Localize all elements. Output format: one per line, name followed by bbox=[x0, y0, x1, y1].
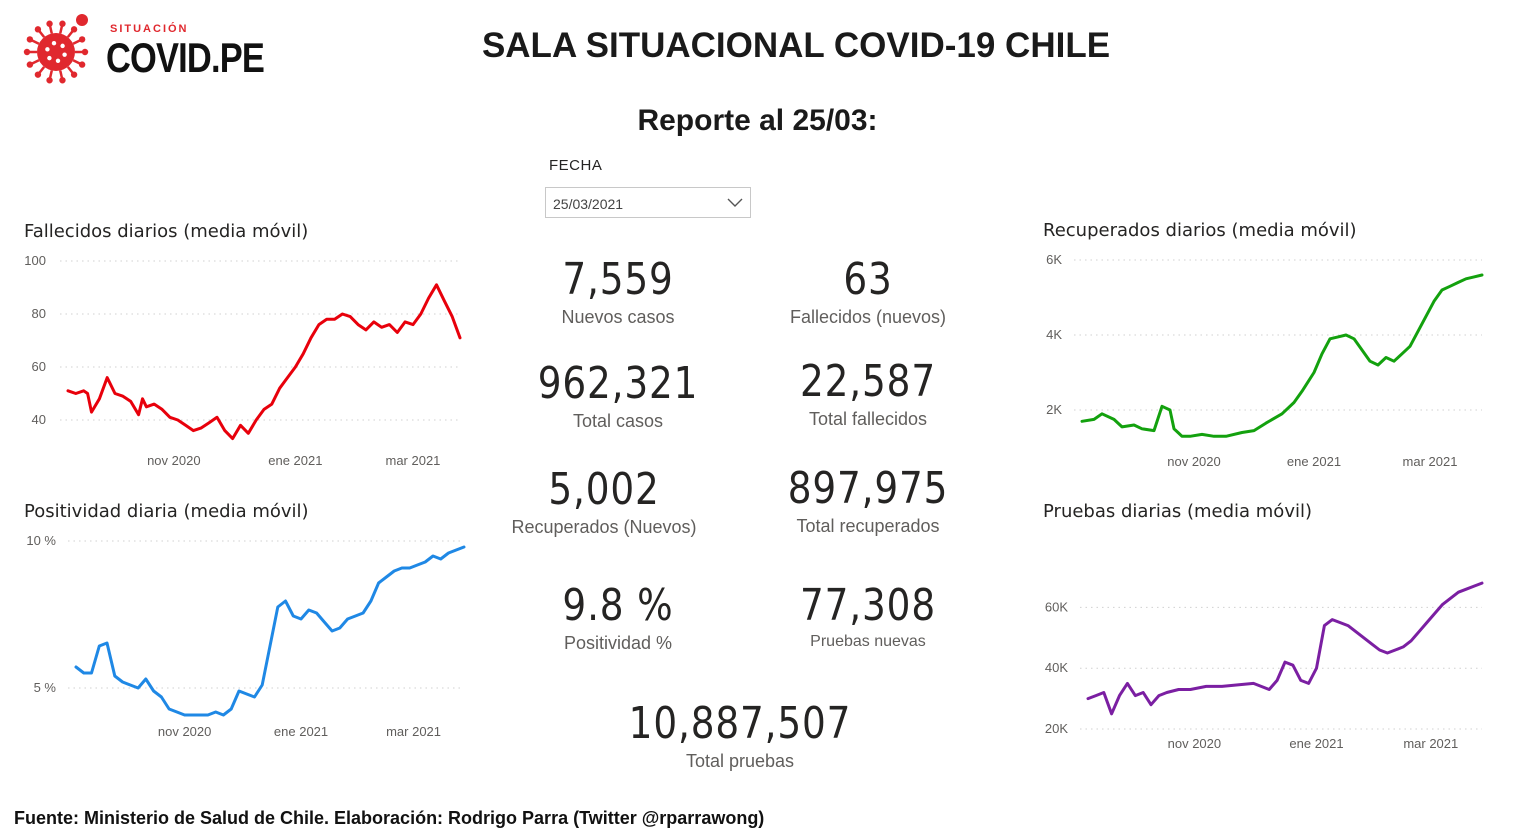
kpi-nuevos-casos: 7,559 Nuevos casos bbox=[508, 254, 728, 328]
x-tick-label: nov 2020 bbox=[158, 724, 212, 739]
series-line-pruebas[interactable] bbox=[1086, 581, 1484, 716]
date-filter-dropdown[interactable]: 25/03/2021 bbox=[545, 187, 751, 218]
kpi-value: 897,975 bbox=[787, 463, 949, 514]
kpi-label: Pruebas nuevas bbox=[810, 633, 926, 650]
x-tick-label: mar 2021 bbox=[385, 453, 440, 468]
y-tick-label: 40 bbox=[32, 412, 46, 427]
y-tick-label: 2K bbox=[1046, 402, 1062, 417]
x-tick-label: nov 2020 bbox=[1168, 736, 1222, 751]
chevron-down-icon[interactable] bbox=[727, 195, 743, 209]
chart-title-fallecidos: Fallecidos diarios (media móvil) bbox=[24, 221, 309, 242]
x-tick-label: ene 2021 bbox=[1289, 736, 1343, 751]
chart-fallecidos[interactable]: 40 60 80 100 nov 2020 ene 2021 mar 2021 bbox=[0, 250, 480, 480]
chart-recuperados[interactable]: 2K 4K 6K nov 2020 ene 2021 mar 2021 bbox=[1030, 248, 1510, 478]
y-tick-label: 40K bbox=[1045, 660, 1068, 675]
x-tick-label: mar 2021 bbox=[386, 724, 441, 739]
kpi-label: Total fallecidos bbox=[808, 409, 928, 429]
kpi-total-casos: 962,321 Total casos bbox=[508, 358, 728, 432]
x-tick-label: nov 2020 bbox=[147, 453, 201, 468]
x-tick-label: ene 2021 bbox=[268, 453, 322, 468]
kpi-label: Total casos bbox=[572, 411, 664, 431]
kpi-value: 10,887,507 bbox=[628, 698, 852, 749]
series-line-fallecidos[interactable] bbox=[66, 283, 462, 441]
x-tick-label: nov 2020 bbox=[1167, 454, 1221, 469]
y-tick-label: 60 bbox=[32, 359, 46, 374]
kpi-total-fallecidos: 22,587 Total fallecidos bbox=[758, 356, 978, 430]
source-footer: Fuente: Ministerio de Salud de Chile. El… bbox=[14, 808, 765, 828]
virus-logo-icon bbox=[23, 14, 89, 84]
kpi-positividad: 9.8 % Positividad % bbox=[508, 580, 728, 654]
date-filter-value: 25/03/2021 bbox=[553, 196, 624, 212]
y-tick-label: 5 % bbox=[34, 680, 57, 695]
series-line-recuperados[interactable] bbox=[1080, 273, 1484, 438]
report-subtitle: Reporte al 25/03: bbox=[637, 104, 878, 137]
kpi-value: 77,308 bbox=[800, 580, 936, 631]
x-tick-label: mar 2021 bbox=[1403, 454, 1458, 469]
kpi-value: 962,321 bbox=[537, 358, 699, 409]
chart-title-pruebas: Pruebas diarias (media móvil) bbox=[1043, 501, 1312, 522]
x-tick-label: ene 2021 bbox=[274, 724, 328, 739]
kpi-value: 63 bbox=[843, 254, 893, 305]
y-tick-label: 20K bbox=[1045, 721, 1068, 736]
logo-big-text: COVID.PE bbox=[106, 34, 265, 81]
x-tick-label: mar 2021 bbox=[1403, 736, 1458, 751]
y-tick-label: 10 % bbox=[26, 533, 56, 548]
kpi-total-pruebas: 10,887,507 Total pruebas bbox=[590, 698, 890, 772]
covid-pe-logo: SITUACIÓN COVID.PE bbox=[18, 6, 265, 86]
y-tick-label: 6K bbox=[1046, 252, 1062, 267]
kpi-label: Recuperados (Nuevos) bbox=[511, 517, 697, 537]
kpi-label: Total recuperados bbox=[796, 516, 940, 536]
series-line-positividad[interactable] bbox=[74, 545, 466, 717]
kpi-pruebas-nuevas: 77,308 Pruebas nuevas bbox=[758, 580, 978, 651]
kpi-value: 7,559 bbox=[562, 254, 674, 305]
logo-small-text: SITUACIÓN bbox=[110, 23, 189, 35]
chart-pruebas[interactable]: 20K 40K 60K nov 2020 ene 2021 mar 2021 bbox=[1030, 562, 1510, 762]
kpi-label: Nuevos casos bbox=[561, 307, 675, 327]
dashboard-title: SALA SITUACIONAL COVID-19 CHILE bbox=[481, 26, 1111, 65]
kpi-label: Positividad % bbox=[563, 633, 673, 653]
kpi-recuperados-nuevos: 5,002 Recuperados (Nuevos) bbox=[480, 464, 728, 538]
chart-title-positividad: Positividad diaria (media móvil) bbox=[24, 501, 309, 522]
kpi-total-recuperados: 897,975 Total recuperados bbox=[758, 463, 978, 537]
y-tick-label: 4K bbox=[1046, 327, 1062, 342]
kpi-value: 5,002 bbox=[548, 464, 660, 515]
kpi-fallecidos-nuevos: 63 Fallecidos (nuevos) bbox=[758, 254, 978, 328]
y-tick-label: 100 bbox=[24, 253, 46, 268]
kpi-value: 22,587 bbox=[800, 356, 936, 407]
kpi-label: Fallecidos (nuevos) bbox=[789, 307, 947, 327]
y-tick-label: 80 bbox=[32, 306, 46, 321]
kpi-label: Total pruebas bbox=[685, 751, 795, 771]
kpi-value: 9.8 % bbox=[562, 580, 674, 631]
date-filter-label: FECHA bbox=[549, 157, 603, 174]
y-tick-label: 60K bbox=[1045, 599, 1068, 614]
chart-title-recuperados: Recuperados diarios (media móvil) bbox=[1043, 220, 1357, 241]
x-tick-label: ene 2021 bbox=[1287, 454, 1341, 469]
chart-positividad[interactable]: 5 % 10 % nov 2020 ene 2021 mar 2021 bbox=[0, 528, 480, 748]
